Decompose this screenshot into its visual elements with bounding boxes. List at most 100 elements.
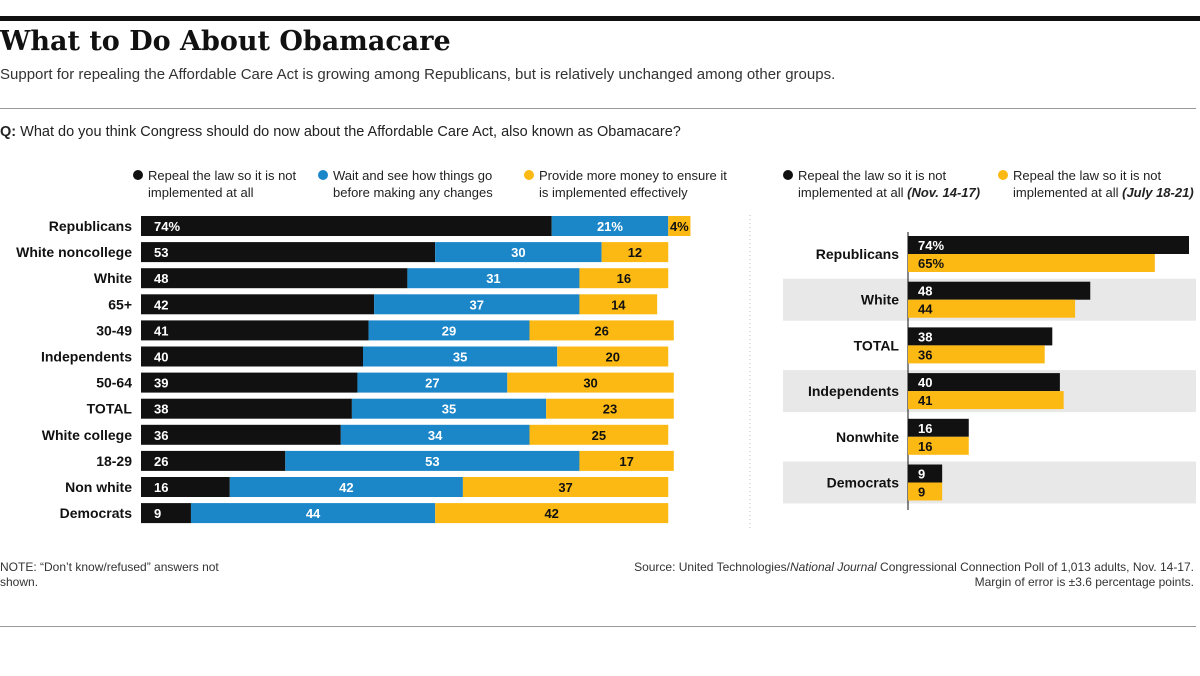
category-label: White [94, 270, 132, 286]
bar-segment [351, 398, 547, 419]
bar-segment [190, 503, 436, 524]
data-label: 39 [154, 376, 168, 391]
category-label: TOTAL [87, 401, 133, 417]
bar-segment [579, 268, 669, 289]
bar [908, 299, 1076, 318]
bar [908, 373, 1060, 392]
bar-segment [141, 477, 230, 497]
category-label: TOTAL [854, 337, 900, 353]
data-label: 35 [453, 350, 467, 365]
chart-title: What to Do About Obamacare [0, 26, 451, 57]
data-label: 41 [154, 323, 168, 338]
bar-segment [141, 372, 358, 393]
data-label: 31 [486, 271, 500, 286]
data-label: 25 [592, 428, 606, 443]
data-label: 30 [511, 245, 525, 260]
bar-segment [668, 216, 691, 236]
source-note: Source: United Technologies/National Jou… [634, 560, 1194, 590]
bar-segment [435, 503, 669, 524]
data-label: 74% [918, 238, 944, 253]
data-label: 42 [339, 480, 353, 495]
category-label: 18-29 [96, 453, 132, 469]
bar-segment [141, 398, 352, 419]
legend-dot-black [783, 170, 793, 180]
data-label: 41 [918, 393, 932, 408]
bar-segment [285, 450, 580, 471]
category-label: Republicans [816, 246, 899, 262]
legend-label: Repeal the law so it is not implemented … [798, 168, 947, 200]
header-divider [0, 108, 1196, 109]
footnote: NOTE: “Don’t know/refused” answers not s… [0, 560, 219, 589]
bar-segment [141, 450, 286, 471]
data-label: 35 [442, 402, 456, 417]
bar-segment [357, 372, 508, 393]
bar-segment [546, 398, 674, 419]
chart-subtitle: Support for repealing the Affordable Car… [0, 66, 836, 83]
bar-segment [141, 346, 363, 367]
bar [908, 418, 969, 437]
data-label: 27 [425, 376, 439, 391]
footer-divider [0, 626, 1196, 627]
bar-segment [141, 268, 408, 289]
bar-segment [141, 216, 552, 236]
legend-dot-yellow [998, 170, 1008, 180]
data-label: 17 [619, 454, 633, 469]
bar-segment [141, 320, 369, 341]
data-label: 38 [918, 329, 932, 344]
bar-segment [551, 216, 669, 236]
bar-segment [529, 424, 669, 445]
bar-segment [141, 503, 191, 524]
source-prefix: Source: United Technologies/ [634, 560, 790, 574]
data-label: 74% [154, 219, 180, 234]
category-label: White college [42, 427, 132, 443]
data-label: 48 [918, 284, 932, 299]
bar-segment [368, 320, 530, 341]
legend-label: Wait and see how things go before making… [333, 168, 493, 200]
data-label: 26 [594, 323, 608, 338]
row-band [783, 461, 1196, 504]
data-label: 14 [611, 297, 626, 312]
bar-segment [340, 424, 530, 445]
bar-segment [141, 294, 375, 315]
bar [908, 391, 1064, 410]
bar-segment [557, 346, 669, 367]
data-label: 9 [918, 467, 925, 482]
data-label: 30 [583, 376, 597, 391]
bar [908, 236, 1189, 254]
legend-dot-blue [318, 170, 328, 180]
bar-segment [507, 372, 674, 393]
category-label: Non white [65, 479, 132, 495]
category-label: Independents [808, 383, 899, 399]
data-label: 26 [154, 454, 168, 469]
bar-segment [462, 477, 669, 497]
data-label: 16 [154, 480, 168, 495]
bar-segment [374, 294, 580, 315]
data-label: 16 [617, 271, 631, 286]
bar-segment [141, 242, 436, 263]
legend-period: (Nov. 14-17) [907, 185, 981, 200]
data-label: 36 [154, 428, 168, 443]
data-label: 53 [154, 245, 168, 260]
data-label: 20 [606, 350, 620, 365]
category-label: 50-64 [96, 375, 132, 391]
bar-segment [229, 477, 463, 497]
data-label: 34 [428, 428, 443, 443]
data-label: 9 [918, 485, 925, 500]
data-label: 23 [603, 402, 617, 417]
legend-dot-black [133, 170, 143, 180]
category-label: White noncollege [16, 244, 132, 260]
category-label: Independents [41, 349, 132, 365]
data-label: 44 [918, 302, 933, 317]
bar [908, 345, 1045, 364]
bar-segment [435, 242, 602, 263]
data-label: 65% [918, 256, 944, 271]
data-label: 16 [918, 439, 932, 454]
bar-segment [141, 424, 341, 445]
data-label: 12 [628, 245, 642, 260]
legend-dot-yellow [524, 170, 534, 180]
legend-period: (July 18-21) [1122, 185, 1194, 200]
bar [908, 482, 943, 501]
data-label: 42 [544, 506, 558, 521]
bar-segment [601, 242, 669, 263]
data-label: 4% [670, 219, 689, 234]
